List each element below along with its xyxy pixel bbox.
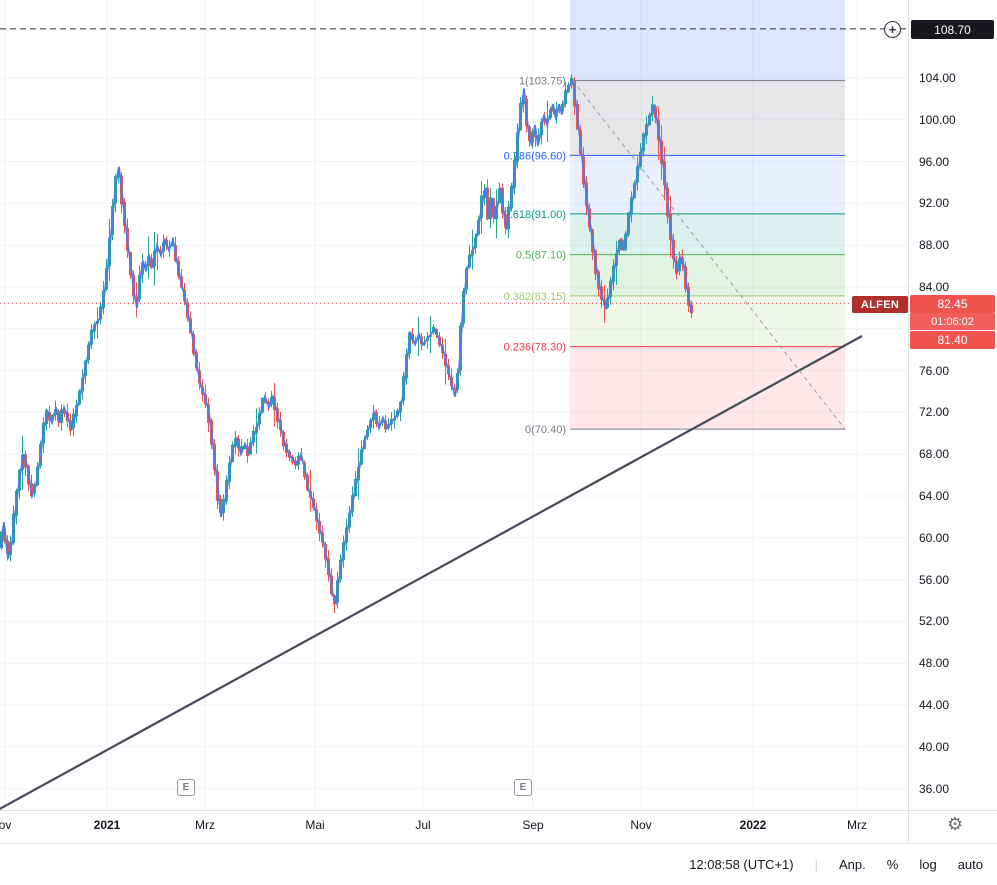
time-axis-label: Mrz [195, 818, 215, 832]
price-axis-label: 64.00 [919, 489, 950, 503]
time-axis-label: Sep [522, 818, 544, 832]
price-series-line [0, 78, 693, 607]
fib-level-label[interactable]: 1(103.75) [519, 76, 566, 88]
price-axis-label: 40.00 [919, 739, 950, 754]
price-axis-label: 76.00 [919, 363, 950, 378]
clock-label[interactable]: 12:08:58 (UTC+1) [689, 857, 794, 872]
chart-grid [0, 0, 908, 810]
fib-level-label[interactable]: 0.618(91.00) [504, 209, 566, 221]
bottom-toolbar: 12:08:58 (UTC+1) | Anp. % log auto [0, 844, 997, 885]
fib-level-label[interactable]: 0(70.40) [525, 424, 566, 436]
price-axis-label: 84.00 [919, 280, 950, 294]
earnings-marker-e[interactable]: E [177, 779, 195, 796]
fib-connector-line[interactable] [572, 80, 846, 430]
alert-plus-icon[interactable]: + [884, 21, 901, 38]
price-axis-label: 48.00 [919, 656, 950, 671]
time-axis[interactable]: ov 2021 Mrz Mai Jul Sep Nov 2022 Mrz [0, 811, 908, 843]
support-trendline[interactable] [0, 335, 863, 810]
axis-horizontal-divider [0, 810, 997, 811]
price-axis-label: 68.00 [919, 447, 950, 462]
percent-button[interactable]: % [886, 857, 899, 872]
price-axis-label: 72.00 [919, 405, 950, 420]
alert-price-badge[interactable]: 108.70 [911, 20, 994, 39]
fib-level-label[interactable]: 0.5(87.10) [516, 250, 566, 262]
toolbar-divider [0, 843, 997, 844]
fib-level-label[interactable]: 0.786(96.60) [504, 150, 566, 162]
price-axis[interactable]: 108.70 82.45 01:06:02 81.40 104.00 100.00… [908, 0, 997, 811]
secondary-price-badge: 81.40 [910, 331, 995, 349]
time-axis-label: 2021 [93, 818, 121, 832]
time-axis-label: Jul [415, 818, 431, 832]
candlestick-series[interactable] [0, 74, 693, 614]
toolbar-separator: | [814, 857, 819, 872]
time-axis-label: ov [0, 818, 12, 832]
price-axis-label: 88.00 [919, 238, 950, 253]
time-axis-label: 2022 [739, 818, 767, 832]
last-price-badge: 82.45 [910, 295, 995, 313]
price-chart-svg[interactable]: 1(103.75) 0.786(96.60) 0.618(91.00) 0.5(87.… [0, 0, 908, 810]
chart-area[interactable]: 1(103.75) 0.786(96.60) 0.618(91.00) 0.5(87.… [0, 0, 908, 810]
price-axis-label: 104.00 [919, 71, 956, 85]
price-axis-label: 60.00 [919, 530, 950, 545]
fib-retracement[interactable]: 1(103.75) 0.786(96.60) 0.618(91.00) 0.5(87.… [504, 0, 845, 436]
price-axis-label: 52.00 [919, 614, 950, 629]
earnings-marker-e[interactable]: E [514, 779, 532, 796]
price-axis-label: 100.00 [919, 112, 956, 127]
auto-button[interactable]: auto [957, 857, 983, 872]
settings-gear-icon[interactable]: ⚙ [947, 814, 964, 834]
time-axis-label: Nov [630, 818, 652, 832]
price-axis-label: 56.00 [919, 572, 950, 587]
log-button[interactable]: log [919, 857, 937, 872]
drawings[interactable] [0, 28, 908, 810]
price-axis-label: 36.00 [919, 781, 950, 796]
axis-corner: ⚙ [908, 811, 997, 843]
adjust-button[interactable]: Anp. [839, 857, 866, 872]
symbol-price-tag: ALFEN [852, 296, 908, 313]
plus-glyph: + [888, 22, 897, 37]
bar-countdown: 01:06:02 [910, 313, 995, 330]
fib-level-label[interactable]: 0.236(78.30) [504, 342, 566, 354]
time-axis-label: Mai [305, 818, 325, 832]
fib-level-label[interactable]: 0.382(83.15) [504, 291, 566, 303]
price-axis-label: 96.00 [919, 154, 950, 169]
time-axis-label: Mrz [847, 818, 867, 832]
price-axis-label: 44.00 [919, 698, 950, 712]
price-axis-label: 92.00 [919, 196, 950, 211]
